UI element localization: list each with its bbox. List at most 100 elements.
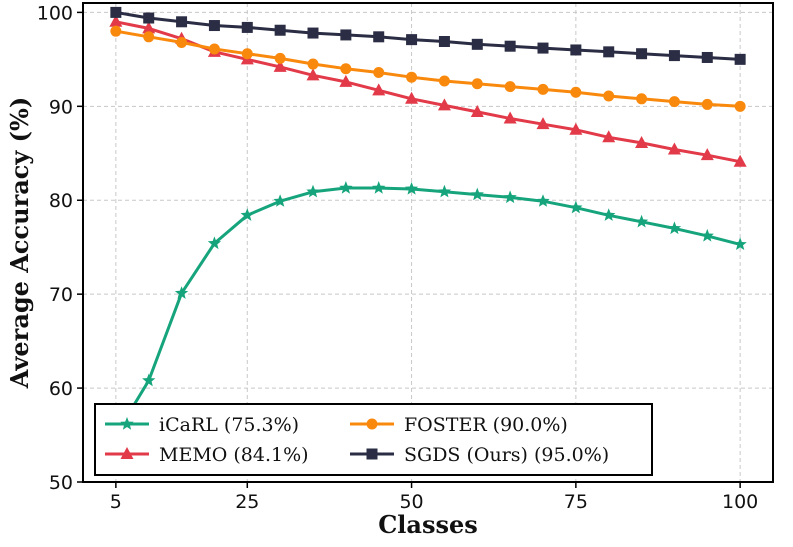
x-tick-label: 100: [722, 491, 758, 513]
data-point: [504, 81, 516, 93]
data-point: [471, 78, 483, 90]
data-point: [438, 36, 450, 48]
data-point: [700, 148, 714, 161]
data-point: [700, 228, 714, 242]
legend-label: iCaRL (75.3%): [159, 414, 299, 436]
legend-label: MEMO (84.1%): [159, 444, 309, 466]
data-point: [372, 83, 386, 96]
data-point: [273, 194, 287, 207]
data-point: [306, 184, 320, 198]
x-tick-label: 25: [235, 491, 259, 513]
y-tick-label: 90: [49, 96, 73, 118]
data-point: [208, 20, 220, 32]
data-point: [602, 208, 616, 221]
data-point: [406, 34, 418, 46]
data-point: [340, 29, 352, 41]
legend-marker: [366, 418, 378, 430]
data-point: [536, 117, 550, 130]
y-tick-label: 70: [49, 284, 73, 306]
data-point: [503, 111, 517, 124]
data-point: [306, 68, 320, 81]
data-point: [404, 182, 419, 195]
data-point: [241, 48, 253, 60]
data-point: [603, 46, 615, 58]
data-point: [734, 100, 746, 112]
legend-box: [94, 403, 653, 476]
data-point: [405, 91, 419, 104]
data-point: [339, 181, 353, 194]
y-axis-title: Average Accuracy (%): [5, 97, 34, 389]
y-tick-label: 100: [37, 2, 73, 24]
data-point: [437, 98, 451, 111]
data-point: [668, 50, 680, 62]
legend-marker: [366, 448, 378, 460]
data-point: [438, 75, 450, 87]
data-point: [668, 96, 680, 108]
data-point: [406, 71, 418, 83]
legend-marker: [120, 417, 134, 430]
data-point: [174, 286, 189, 299]
data-point: [142, 373, 156, 387]
legend-entry: MEMO (84.1%): [105, 444, 309, 466]
x-tick-label: 5: [110, 491, 122, 513]
data-point: [570, 86, 582, 98]
plot-frame: [82, 2, 774, 483]
series-2: [110, 25, 746, 112]
y-tick-label: 50: [49, 472, 73, 494]
data-point: [536, 194, 550, 207]
data-point: [110, 25, 122, 37]
legend-entry: FOSTER (90.0%): [350, 414, 568, 436]
data-point: [241, 21, 253, 33]
data-point: [176, 16, 188, 28]
data-point: [569, 200, 583, 214]
data-point: [667, 142, 681, 155]
data-point: [667, 221, 682, 235]
data-point: [537, 83, 549, 95]
data-point: [636, 93, 648, 105]
data-point: [437, 184, 452, 198]
data-point: [207, 236, 222, 250]
data-point: [634, 214, 649, 228]
legend-label: FOSTER (90.0%): [404, 414, 568, 436]
data-point: [307, 27, 319, 39]
data-point: [142, 21, 156, 34]
data-point: [603, 90, 615, 102]
y-tick-label: 80: [49, 190, 73, 212]
data-point: [701, 51, 713, 63]
data-point: [470, 104, 484, 117]
data-point: [503, 190, 517, 204]
y-tick-label: 60: [49, 378, 73, 400]
series-layer: [109, 6, 747, 441]
data-point: [733, 154, 747, 167]
data-point: [635, 135, 649, 148]
data-point: [110, 6, 122, 18]
x-axis-title: Classes: [378, 510, 478, 539]
data-point: [733, 237, 747, 250]
legend-entry: SGDS (Ours) (95.0%): [350, 444, 609, 466]
series-line: [115, 20, 741, 164]
axis-ticks: 5 25 50 75 100 50 60 70 80 90 100: [37, 2, 759, 513]
data-point: [273, 59, 287, 72]
data-point: [143, 31, 155, 43]
series-1: [109, 14, 747, 167]
data-point: [372, 181, 386, 194]
data-point: [176, 36, 188, 48]
data-point: [734, 53, 746, 65]
legend: iCaRL (75.3%) FOSTER (90.0%) MEMO (84.1%) S…: [94, 403, 653, 476]
legend-marker: [120, 447, 134, 459]
series-line: [114, 186, 741, 436]
data-point: [307, 58, 319, 70]
data-point: [570, 44, 582, 56]
legend-label: SGDS (Ours) (95.0%): [404, 444, 609, 466]
series-0: [109, 181, 747, 441]
data-point: [373, 67, 385, 79]
legend-entry: iCaRL (75.3%): [105, 414, 299, 436]
data-point: [208, 43, 220, 55]
data-point: [339, 74, 353, 87]
data-point: [636, 48, 648, 60]
data-point: [240, 208, 254, 221]
data-point: [373, 31, 385, 43]
x-tick-label: 50: [399, 491, 423, 513]
series-line: [115, 29, 741, 108]
